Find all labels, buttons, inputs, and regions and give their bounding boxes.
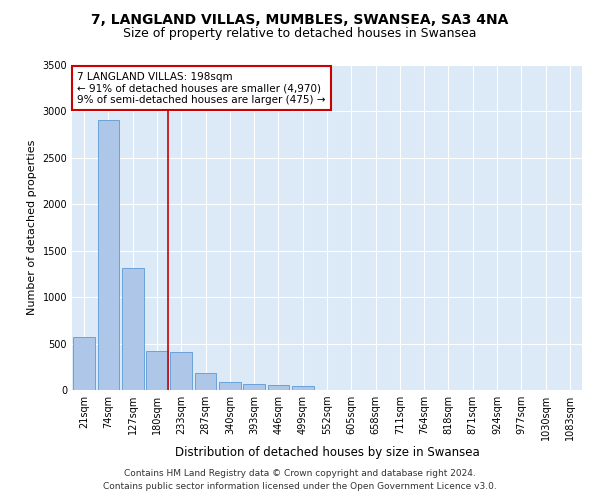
Bar — [194, 373, 217, 390]
Bar — [268, 386, 289, 390]
Bar — [97, 120, 119, 390]
X-axis label: Distribution of detached houses by size in Swansea: Distribution of detached houses by size … — [175, 446, 479, 458]
Bar — [146, 351, 168, 390]
Bar — [292, 386, 314, 390]
Text: Contains HM Land Registry data © Crown copyright and database right 2024.: Contains HM Land Registry data © Crown c… — [124, 468, 476, 477]
Bar — [243, 384, 265, 390]
Y-axis label: Number of detached properties: Number of detached properties — [27, 140, 37, 315]
Bar — [73, 337, 95, 390]
Text: 7 LANGLAND VILLAS: 198sqm
← 91% of detached houses are smaller (4,970)
9% of sem: 7 LANGLAND VILLAS: 198sqm ← 91% of detac… — [77, 72, 326, 104]
Bar — [170, 352, 192, 390]
Bar — [219, 382, 241, 390]
Text: 7, LANGLAND VILLAS, MUMBLES, SWANSEA, SA3 4NA: 7, LANGLAND VILLAS, MUMBLES, SWANSEA, SA… — [91, 12, 509, 26]
Text: Size of property relative to detached houses in Swansea: Size of property relative to detached ho… — [123, 28, 477, 40]
Text: Contains public sector information licensed under the Open Government Licence v3: Contains public sector information licen… — [103, 482, 497, 491]
Bar — [122, 268, 143, 390]
